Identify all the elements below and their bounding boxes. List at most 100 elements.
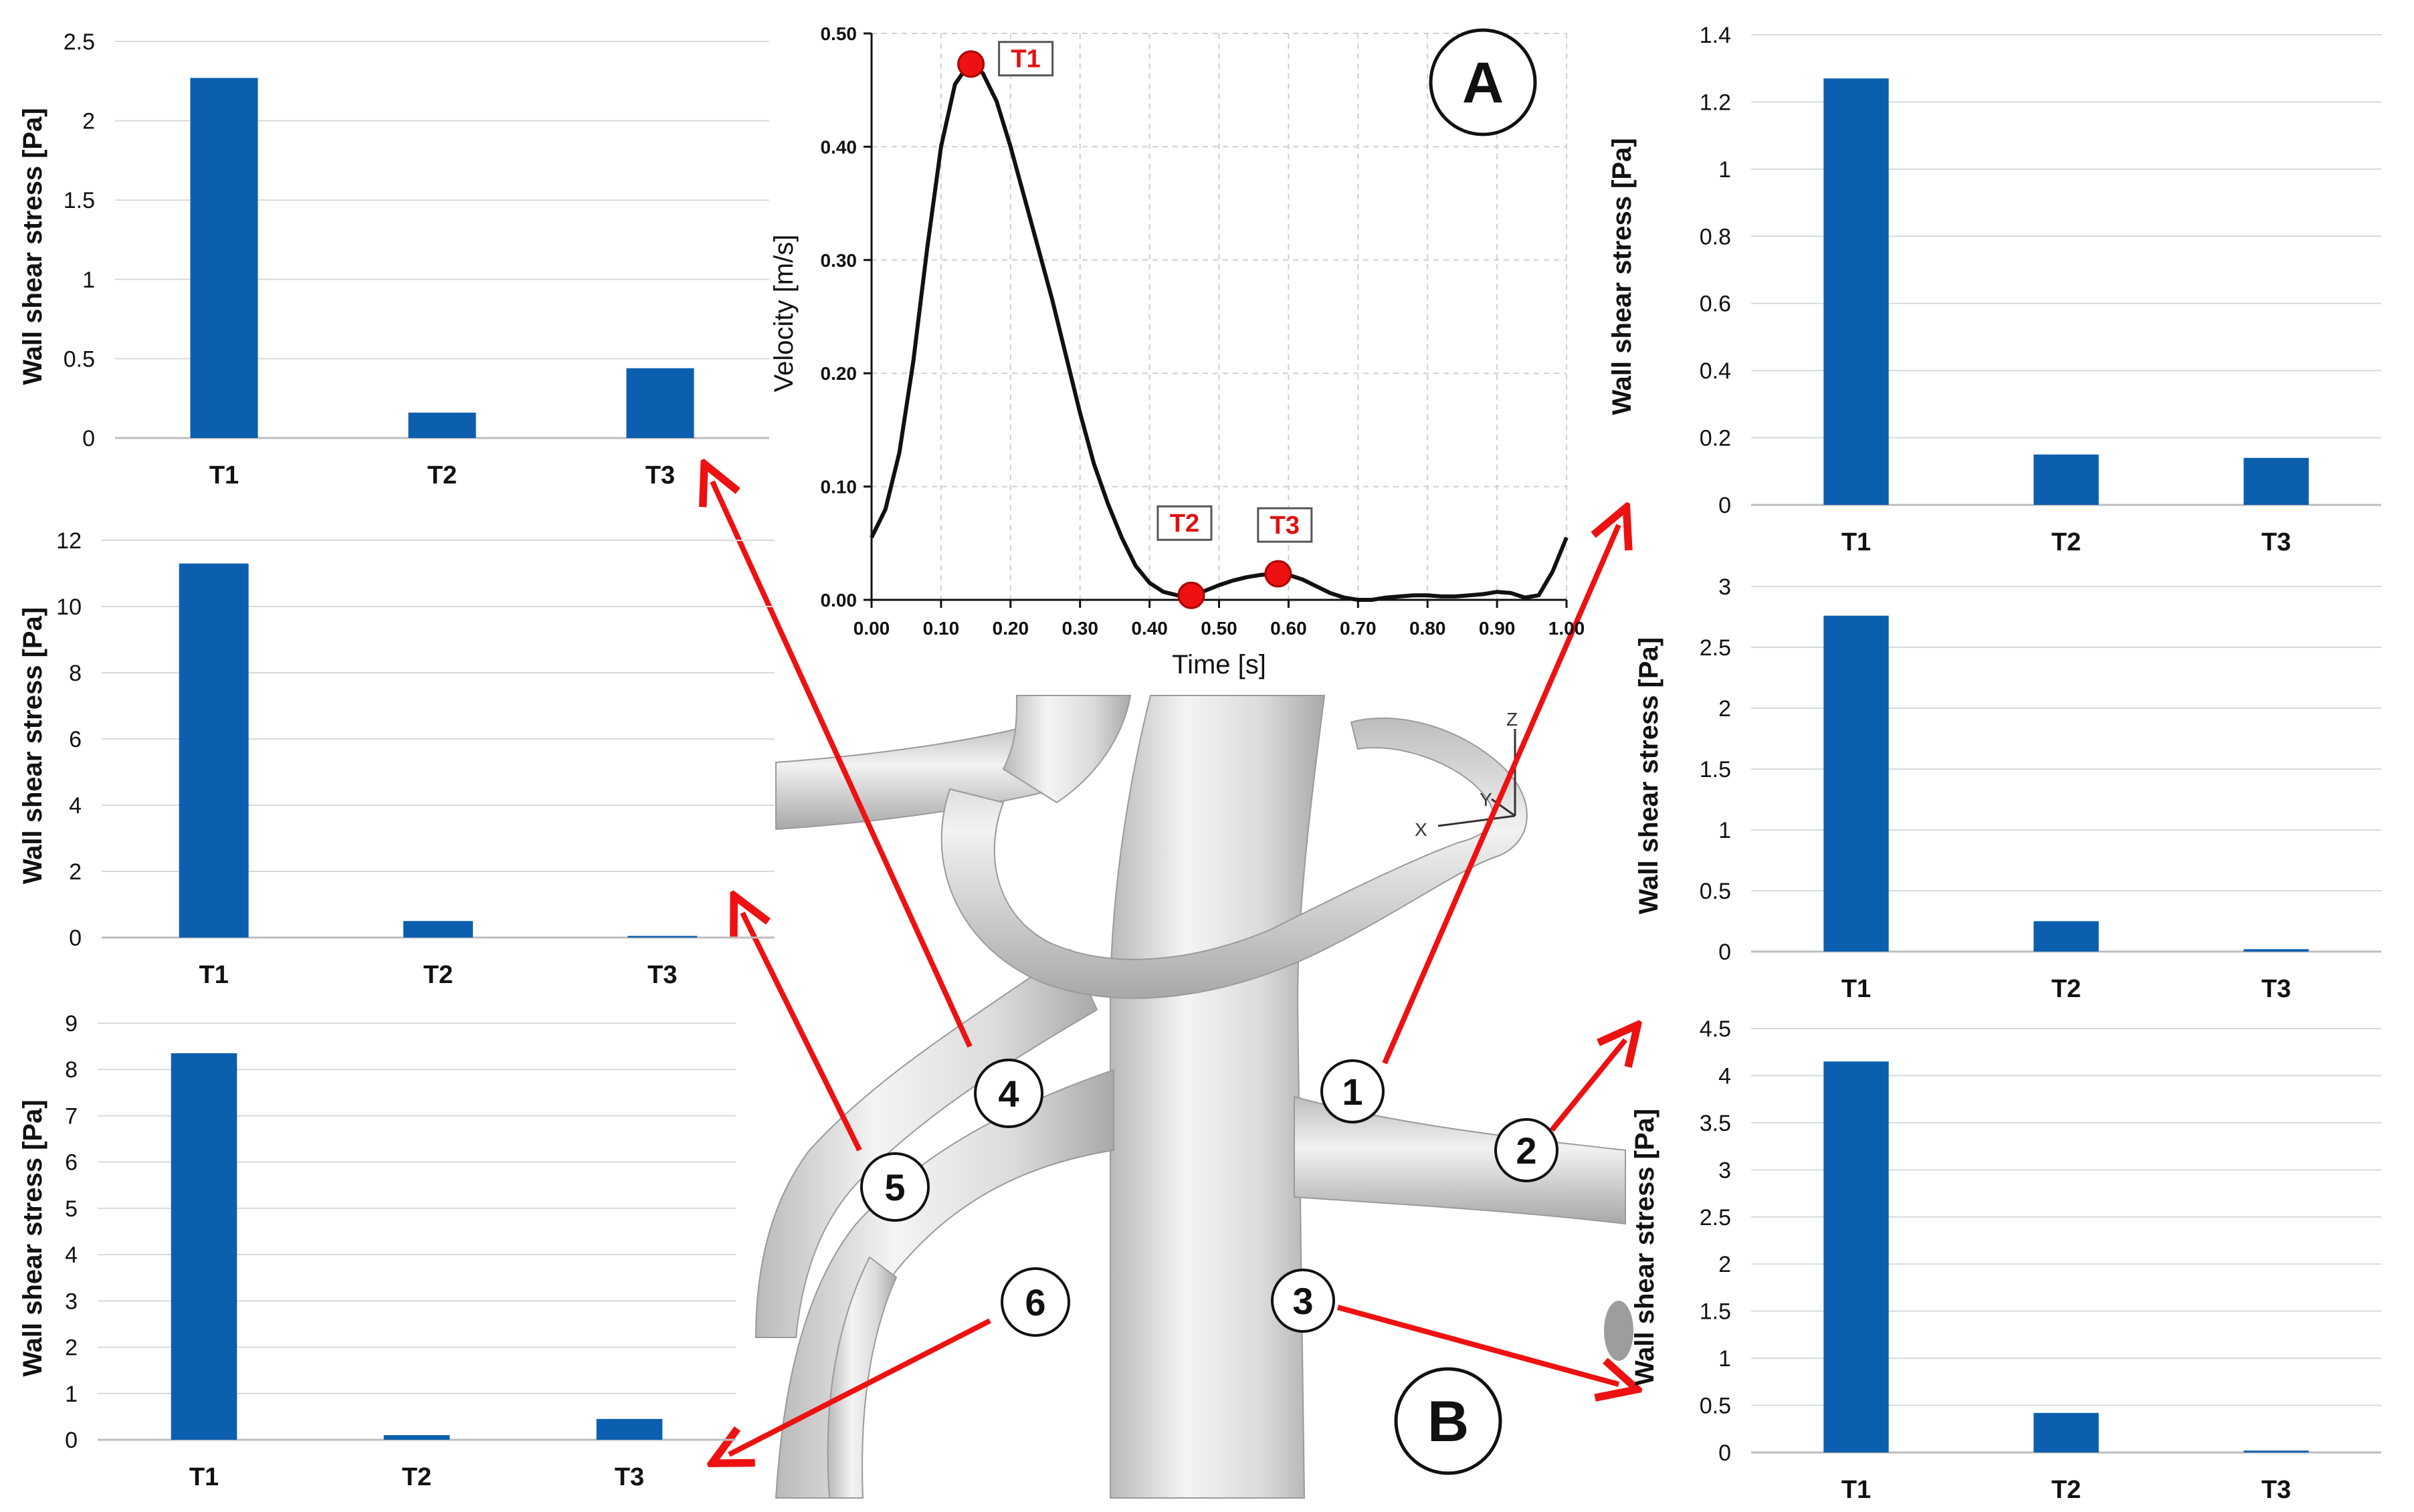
wss3-category-label: T2 (2051, 1476, 2081, 1504)
location-marker-4: 4 (974, 1059, 1043, 1128)
wss6-ytick-label: 6 (65, 1150, 78, 1176)
callout-arrows (712, 481, 1625, 1454)
wss2-ylabel: Wall shear stress [Pa] (1634, 637, 1664, 914)
location-marker-6: 6 (1001, 1267, 1070, 1337)
wss6-category-label: T1 (189, 1463, 219, 1491)
vessel-branch-right (1294, 1095, 1626, 1225)
vessel-branch-left-side (755, 948, 1098, 1338)
wss1-ytick-label: 0.6 (1700, 292, 1731, 317)
wss5-ytick-label: 12 (56, 528, 82, 554)
location-marker-1-label: 1 (1342, 1071, 1363, 1113)
wss5-ytick-label: 0 (69, 926, 82, 951)
velocity-xtick-label: 0.70 (1340, 618, 1377, 639)
axis-label-z: Z (1506, 709, 1518, 730)
velocity-ylabel: Velocity [m/s] (769, 235, 799, 393)
wss2-ytick-label: 3 (1718, 574, 1731, 600)
wss5-category-label: T1 (199, 961, 228, 989)
wss3-ytick-label: 0.5 (1700, 1394, 1731, 1419)
location-marker-6-label: 6 (1025, 1281, 1045, 1323)
location-marker-5-label: 5 (884, 1166, 905, 1208)
velocity-xtick-label: 0.30 (1062, 618, 1098, 639)
vessel-surface (755, 695, 1633, 1499)
wss3-ytick-label: 1 (1718, 1346, 1731, 1372)
wss3-ytick-label: 2.5 (1700, 1205, 1731, 1230)
marker-t3-label-box (1257, 507, 1313, 543)
wss-chart-point-5: 0 2 4 6 8 10 12 Wall shear stress [Pa] T1 T2 T3 (18, 528, 775, 989)
location-marker-3: 3 (1271, 1269, 1335, 1333)
wss5-category-label: T2 (423, 961, 453, 989)
wss2-ytick-label: 1.5 (1700, 757, 1731, 782)
wss3-category-label: T1 (1841, 1476, 1871, 1504)
wss4-category-label: T2 (427, 461, 457, 490)
wss3-bar-t2 (2033, 1412, 2099, 1452)
location-marker-3-label: 3 (1292, 1280, 1313, 1322)
wss2-bar-t1 (1823, 615, 1889, 952)
velocity-ytick-label: 0.10 (821, 477, 858, 498)
wss6-ytick-label: 4 (65, 1243, 78, 1268)
arrow-point-2 (1549, 1040, 1625, 1132)
wss1-ytick-label: 1.4 (1700, 23, 1731, 48)
velocity-xtick-label: 0.40 (1131, 618, 1168, 639)
velocity-xtick-label: 0.10 (923, 618, 960, 639)
wss3-ytick-label: 3 (1718, 1158, 1731, 1183)
wss3-ytick-label: 4.5 (1700, 1016, 1731, 1042)
wss6-ytick-label: 3 (65, 1289, 78, 1314)
marker-t1 (957, 50, 985, 78)
wss2-category-label: T2 (2051, 975, 2081, 1003)
panel-label-a: A (1462, 51, 1504, 115)
axis-x-line (1437, 815, 1516, 827)
arrow-point-4 (712, 481, 973, 1048)
wss3-ytick-label: 0 (1718, 1440, 1731, 1466)
wss5-bar-t3 (627, 936, 698, 938)
axis-label-y: Y (1480, 789, 1492, 810)
panel-label-b-circle (1394, 1367, 1502, 1475)
wss1-ytick-label: 0 (1718, 493, 1731, 518)
location-marker-1: 1 (1320, 1059, 1385, 1123)
wss6-category-label: T2 (402, 1463, 431, 1491)
wss6-ytick-label: 0 (65, 1428, 78, 1453)
arrow-point-1 (1382, 525, 1619, 1065)
wss2-ytick-label: 0 (1718, 940, 1731, 965)
wss1-bar-t3 (2243, 457, 2309, 505)
wss5-bar-t2 (403, 921, 473, 938)
wss-chart-point-4: 0 0.5 1 1.5 2 2.5 Wall shear stress [Pa] T1 T2 T3 (18, 29, 769, 490)
marker-t2-label: T2 (1170, 510, 1199, 538)
axis-label-x: X (1415, 819, 1427, 840)
wss4-ylabel: Wall shear stress [Pa] (18, 108, 47, 385)
wss4-bar-t1 (190, 78, 258, 438)
location-marker-2: 2 (1494, 1118, 1558, 1182)
wss1-bar-t1 (1823, 78, 1889, 506)
wss3-ytick-label: 1.5 (1700, 1299, 1731, 1325)
wss5-ylabel: Wall shear stress [Pa] (18, 607, 47, 884)
wss5-ytick-label: 6 (69, 727, 82, 752)
wss2-ytick-label: 1 (1718, 818, 1731, 843)
velocity-series-line (870, 62, 1569, 602)
vessel-loop (940, 717, 1528, 999)
wss-chart-point-3: 0 0.5 1 1.5 2 2.5 3 3.5 4 4.5 Wall shear stress [P… (1630, 1016, 2381, 1504)
wss4-ytick-label: 0.5 (64, 346, 95, 372)
arrow-point-5 (742, 913, 862, 1152)
wss3-ylabel: Wall shear stress [Pa] (1630, 1109, 1659, 1386)
velocity-xlabel: Time [s] (1172, 650, 1266, 679)
wss3-ytick-label: 4 (1718, 1063, 1731, 1089)
velocity-xtick-label: 0.50 (1201, 618, 1237, 639)
wss2-ytick-label: 2 (1718, 696, 1731, 722)
velocity-ytick-label: 0.00 (821, 590, 858, 611)
wss6-ytick-label: 5 (65, 1196, 78, 1222)
location-marker-5: 5 (860, 1152, 930, 1222)
wss4-ytick-label: 2 (82, 109, 95, 134)
wss4-category-label: T3 (645, 461, 675, 490)
wss5-bar-t1 (179, 563, 249, 938)
wss5-ytick-label: 4 (69, 793, 82, 819)
velocity-xtick-label: 0.90 (1479, 618, 1516, 639)
velocity-ytick-label: 0.20 (821, 363, 858, 384)
wss5-ytick-label: 2 (69, 859, 82, 885)
location-marker-4-label: 4 (998, 1073, 1019, 1115)
wss2-bar-t3 (2243, 949, 2309, 952)
wss3-ytick-label: 2 (1718, 1252, 1731, 1277)
wss4-ytick-label: 0 (82, 426, 95, 451)
vessel-trunk (1110, 695, 1326, 1499)
velocity-ytick-label: 0.50 (821, 23, 858, 44)
marker-t3 (1264, 560, 1292, 588)
wss4-bar-t2 (408, 413, 476, 438)
